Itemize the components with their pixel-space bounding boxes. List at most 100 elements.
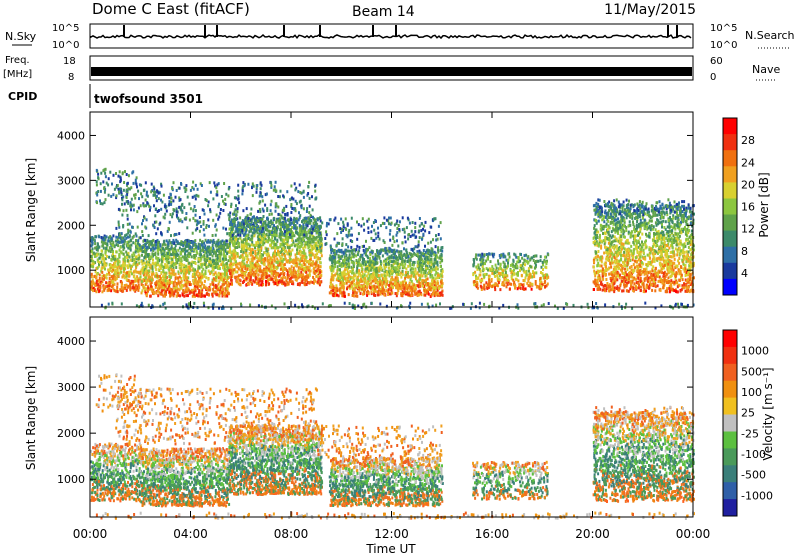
echo-cell — [229, 272, 231, 275]
echo-cell — [242, 257, 244, 260]
echo-cell — [206, 293, 208, 296]
date-title: 11/May/2015 — [604, 2, 696, 18]
echo-cell — [143, 262, 145, 265]
echo-cell — [109, 273, 111, 276]
echo-cell — [356, 291, 358, 294]
echo-cell — [372, 280, 374, 283]
echo-cell — [344, 271, 346, 274]
echo-cell — [477, 264, 479, 267]
echo-cell — [145, 293, 147, 296]
echo-cell — [120, 271, 122, 274]
echo-cell — [434, 258, 436, 261]
echo-cell — [176, 261, 178, 264]
echo-cell — [151, 242, 153, 245]
echo-cell — [246, 243, 248, 246]
echo-cell — [368, 292, 370, 295]
echo-cell — [313, 267, 315, 270]
echo-cell — [295, 278, 297, 281]
echo-cell — [222, 273, 224, 276]
echo-cell — [290, 253, 292, 256]
echo-cell — [300, 271, 302, 274]
echo-cell — [175, 286, 177, 289]
echo-cell — [193, 261, 195, 264]
echo-cell — [426, 256, 428, 259]
echo-cell — [372, 269, 374, 272]
freq-unit: [MHz] — [3, 69, 32, 80]
echo-cell — [99, 274, 101, 277]
echo-cell — [105, 281, 107, 284]
echo-cell — [269, 244, 271, 247]
echo-cell — [379, 250, 381, 253]
echo-cell — [422, 260, 424, 263]
echo-cell — [237, 262, 239, 265]
echo-cell — [274, 243, 276, 246]
echo-cell — [117, 258, 119, 261]
echo-cell — [525, 287, 527, 290]
echo-cell — [385, 263, 387, 266]
echo-cell — [183, 256, 185, 259]
echo-cell — [103, 278, 105, 281]
echo-cell — [381, 290, 383, 293]
echo-cell — [205, 276, 207, 279]
echo-cell — [151, 273, 153, 276]
echo-cell — [161, 263, 163, 266]
echo-cell — [435, 271, 437, 274]
echo-cell — [130, 239, 132, 242]
echo-cell — [101, 249, 103, 252]
echo-cell — [251, 264, 253, 267]
echo-cell — [167, 252, 169, 255]
echo-cell — [257, 274, 259, 277]
echo-cell — [319, 216, 321, 219]
echo-cell — [192, 273, 194, 276]
echo-cell — [372, 256, 374, 259]
echo-cell — [255, 273, 257, 276]
echo-cell — [339, 276, 341, 279]
echo-cell — [375, 273, 377, 276]
echo-cell — [207, 240, 209, 243]
echo-cell — [235, 237, 237, 240]
echo-cell — [259, 265, 261, 268]
echo-cell — [298, 241, 300, 244]
echo-cell — [97, 266, 99, 269]
echo-cell — [392, 283, 394, 286]
echo-cell — [340, 281, 342, 284]
echo-cell — [101, 267, 103, 270]
echo-cell — [226, 252, 228, 255]
echo-cell — [477, 254, 479, 257]
echo-cell — [167, 282, 169, 285]
echo-cell — [206, 259, 208, 262]
echo-cell — [355, 248, 357, 251]
echo-cell — [112, 277, 114, 280]
echo-cell — [300, 238, 302, 241]
echo-cell — [255, 276, 257, 279]
echo-cell — [349, 278, 351, 281]
echo-cell — [212, 273, 214, 276]
echo-cell — [321, 254, 323, 257]
echo-cell — [363, 284, 365, 287]
echo-cell — [423, 271, 425, 274]
echo-cell — [412, 282, 414, 285]
echo-cell — [373, 272, 375, 275]
echo-cell — [261, 274, 263, 277]
echo-cell — [242, 251, 244, 254]
echo-cell — [293, 274, 295, 277]
echo-cell — [141, 289, 143, 292]
echo-cell — [151, 288, 153, 291]
echo-cell — [121, 236, 123, 239]
echo-cell — [267, 230, 269, 233]
echo-cell — [300, 250, 302, 253]
echo-cell — [315, 242, 317, 245]
echo-cell — [209, 253, 211, 256]
echo-cell — [280, 268, 282, 271]
echo-cell — [335, 284, 337, 287]
echo-cell — [420, 267, 422, 270]
echo-cell — [302, 238, 304, 241]
echo-cell — [400, 253, 402, 256]
echo-cell — [270, 219, 272, 222]
echo-cell — [171, 291, 173, 294]
echo-cell — [188, 244, 190, 247]
echo-cell — [306, 256, 308, 259]
echo-cell — [247, 282, 249, 285]
echo-cell — [289, 258, 291, 261]
